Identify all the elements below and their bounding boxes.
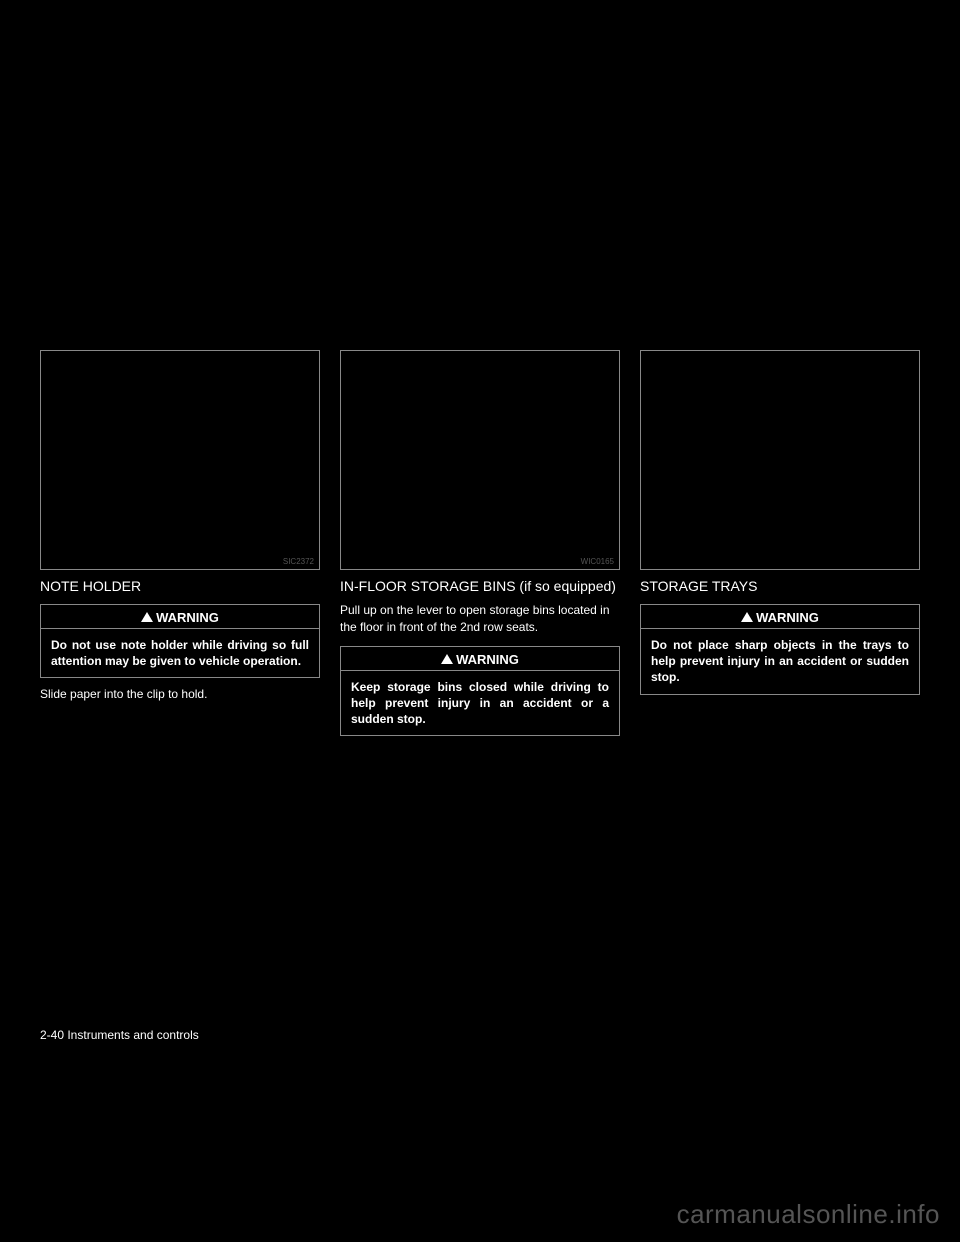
figure-label: SIC2372 — [283, 557, 314, 566]
warning-header: WARNING — [41, 605, 319, 629]
body-text-storage-bins: Pull up on the lever to open storage bin… — [340, 602, 620, 636]
warning-header: WARNING — [341, 647, 619, 671]
figure-storage-bins: WIC0165 — [340, 350, 620, 570]
figure-storage-trays — [640, 350, 920, 570]
figure-label: WIC0165 — [581, 557, 614, 566]
warning-header-text: WARNING — [756, 610, 819, 625]
warning-box-storage-trays: WARNING Do not place sharp objects in th… — [640, 604, 920, 695]
column-storage-bins: WIC0165 IN-FLOOR STORAGE BINS (if so equ… — [340, 350, 620, 736]
warning-triangle-icon — [741, 612, 753, 622]
warning-box-note-holder: WARNING Do not use note holder while dri… — [40, 604, 320, 678]
figure-note-holder: SIC2372 — [40, 350, 320, 570]
column-note-holder: SIC2372 NOTE HOLDER WARNING Do not use n… — [40, 350, 320, 713]
body-text-note-holder: Slide paper into the clip to hold. — [40, 686, 320, 703]
warning-box-storage-bins: WARNING Keep storage bins closed while d… — [340, 646, 620, 737]
section-title-storage-bins: IN-FLOOR STORAGE BINS (if so equipped) — [340, 578, 620, 594]
section-title-note-holder: NOTE HOLDER — [40, 578, 320, 594]
page-footer: 2-40 Instruments and controls — [40, 1028, 199, 1042]
warning-body-text: Do not place sharp objects in the trays … — [641, 629, 919, 694]
warning-triangle-icon — [141, 612, 153, 622]
watermark: carmanualsonline.info — [677, 1199, 940, 1230]
warning-body-text: Do not use note holder while driving so … — [41, 629, 319, 677]
warning-header: WARNING — [641, 605, 919, 629]
warning-body-text: Keep storage bins closed while driving t… — [341, 671, 619, 736]
warning-header-text: WARNING — [156, 610, 219, 625]
column-storage-trays: STORAGE TRAYS WARNING Do not place sharp… — [640, 350, 920, 695]
section-title-storage-trays: STORAGE TRAYS — [640, 578, 920, 594]
warning-header-text: WARNING — [456, 652, 519, 667]
warning-triangle-icon — [441, 654, 453, 664]
